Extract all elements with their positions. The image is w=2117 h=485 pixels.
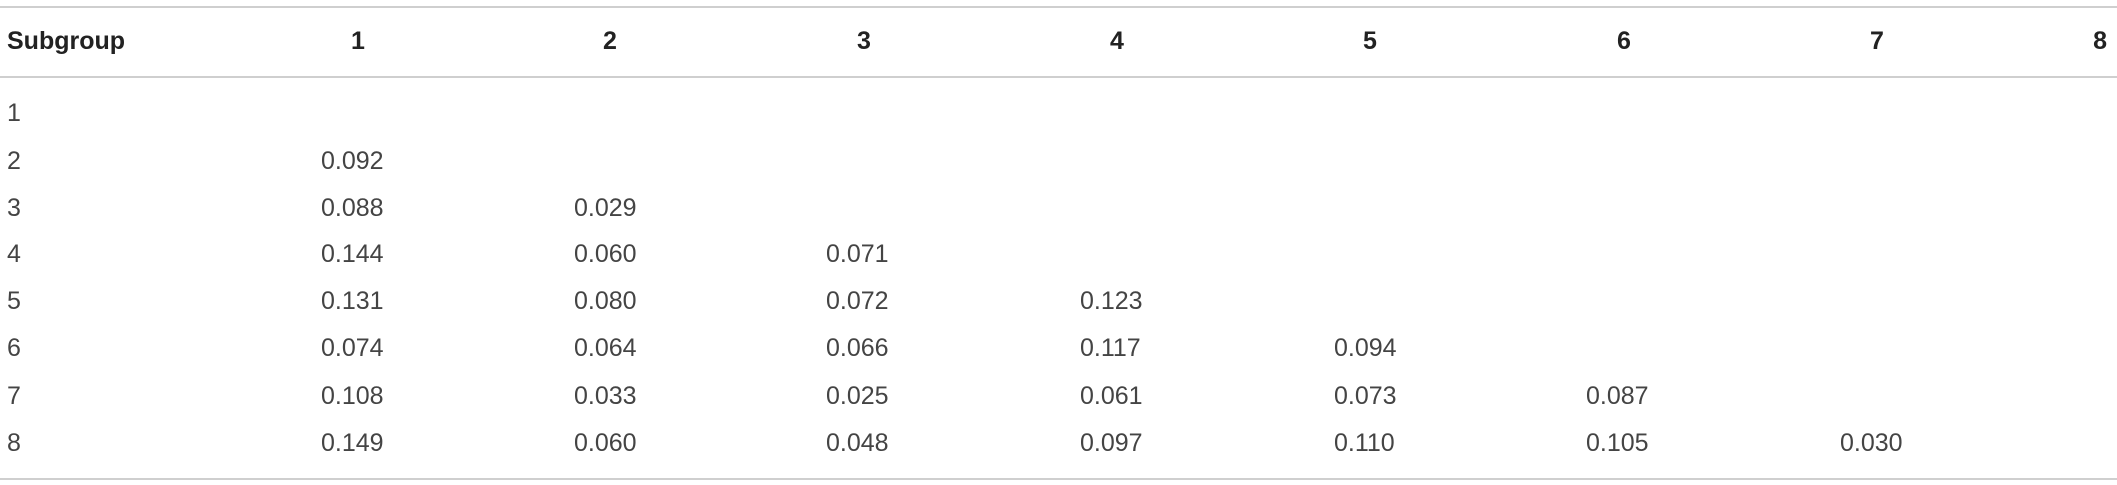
cell-value: 0.088 [321, 194, 384, 222]
cell-value: 0.072 [826, 287, 889, 315]
cell-value: 0.064 [574, 334, 637, 362]
column-header: 6 [1617, 27, 1631, 55]
cell-value: 0.117 [1080, 334, 1141, 362]
cell-value: 0.074 [321, 334, 384, 362]
cell-value: 0.071 [826, 240, 889, 268]
column-header: 1 [351, 27, 365, 55]
header-rule [0, 76, 2117, 78]
cell-value: 0.060 [574, 429, 637, 457]
cell-value: 0.033 [574, 382, 637, 410]
cell-value: 0.087 [1586, 382, 1649, 410]
cell-value: 0.110 [1334, 429, 1395, 457]
column-header: 7 [1870, 27, 1884, 55]
column-header: 2 [603, 27, 617, 55]
cell-value: 0.105 [1586, 429, 1649, 457]
cell-value: 0.048 [826, 429, 889, 457]
column-header: Subgroup [7, 27, 126, 55]
row-label: 4 [7, 240, 21, 268]
row-label: 5 [7, 287, 21, 315]
cell-value: 0.080 [574, 287, 637, 315]
column-header: 5 [1363, 27, 1377, 55]
cell-value: 0.097 [1080, 429, 1143, 457]
top-rule [0, 6, 2117, 8]
cell-value: 0.108 [321, 382, 384, 410]
row-label: 8 [7, 429, 21, 457]
cell-value: 0.060 [574, 240, 637, 268]
cell-value: 0.025 [826, 382, 889, 410]
bottom-rule [0, 478, 2117, 480]
cell-value: 0.144 [321, 240, 384, 268]
cell-value: 0.073 [1334, 382, 1397, 410]
cell-value: 0.123 [1080, 287, 1143, 315]
column-header: 8 [2093, 27, 2107, 55]
cell-value: 0.061 [1080, 382, 1143, 410]
cell-value: 0.066 [826, 334, 889, 362]
column-header: 4 [1110, 27, 1124, 55]
row-label: 7 [7, 382, 21, 410]
cell-value: 0.092 [321, 147, 384, 175]
row-label: 2 [7, 147, 21, 175]
column-header: 3 [857, 27, 871, 55]
cell-value: 0.029 [574, 194, 637, 222]
cell-value: 0.149 [321, 429, 384, 457]
cell-value: 0.131 [321, 287, 384, 315]
row-label: 1 [7, 99, 21, 127]
row-label: 3 [7, 194, 21, 222]
cell-value: 0.030 [1840, 429, 1903, 457]
cell-value: 0.094 [1334, 334, 1397, 362]
row-label: 6 [7, 334, 21, 362]
